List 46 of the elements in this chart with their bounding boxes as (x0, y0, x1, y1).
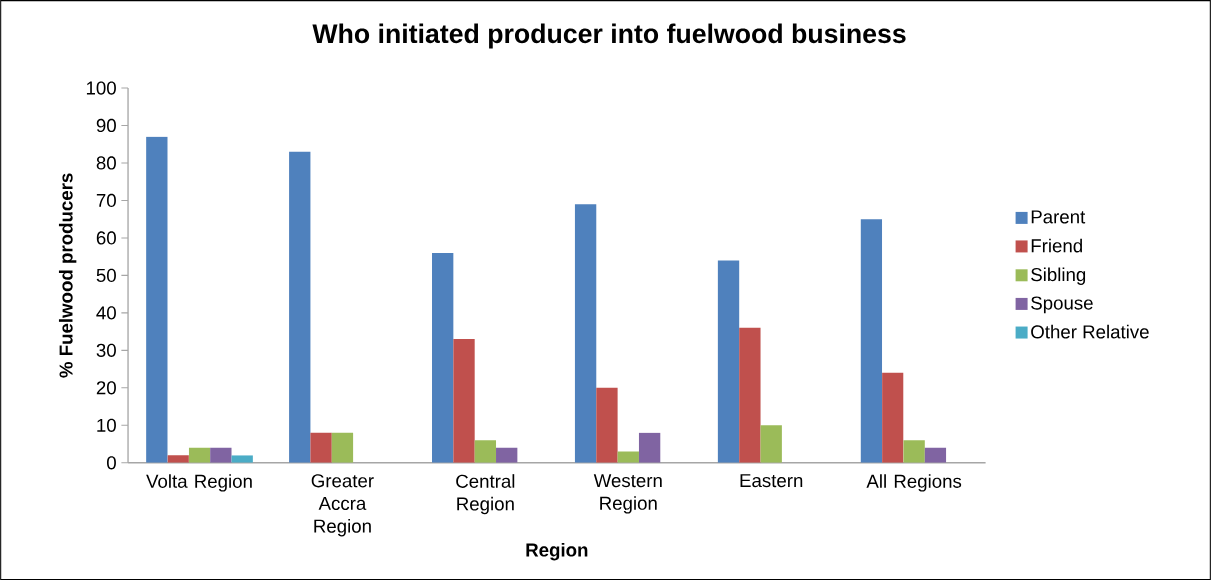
bar (453, 339, 475, 463)
bar (188, 447, 211, 463)
bar (860, 219, 883, 463)
y-tick-label: 10 (97, 418, 116, 432)
chart-title: Who initiated producer into fuelwood business (312, 23, 906, 49)
bar (310, 432, 332, 463)
y-tick-label: 60 (96, 231, 116, 245)
bar (638, 432, 661, 463)
bar (289, 151, 311, 463)
bar (596, 387, 618, 463)
x-tick-label: Greater Accra Region (311, 474, 374, 537)
y-tick-label: 80 (96, 156, 116, 170)
legend-label: Parent (1031, 210, 1086, 224)
x-tick-label: All Regions (866, 474, 962, 492)
y-axis-title: % Fuelwood producers (58, 173, 77, 378)
y-tick-label: 0 (107, 456, 116, 470)
y-tick-label: 90 (96, 118, 116, 133)
x-tick-label: Central Region (456, 474, 515, 515)
x-axis-title: Region (526, 542, 588, 561)
x-tick-label: Volta Region (146, 474, 252, 492)
bar (717, 260, 740, 463)
legend-label: Friend (1031, 238, 1082, 253)
bar (760, 425, 782, 463)
bar (474, 440, 497, 463)
bar (924, 447, 947, 463)
y-tick-label: 40 (96, 306, 116, 320)
bar (739, 327, 761, 463)
x-tick-label: Western Region (593, 474, 662, 514)
x-tick-label: Eastern (740, 474, 803, 488)
y-tick-label: 100 (86, 81, 116, 95)
bar (146, 136, 168, 463)
legend-label: Spouse (1031, 296, 1093, 314)
bar (574, 204, 597, 463)
bar (903, 440, 925, 463)
y-tick-label: 50 (96, 268, 116, 282)
y-tick-label: 20 (96, 381, 116, 395)
y-tick-label: 30 (96, 343, 116, 357)
bar (496, 447, 518, 463)
bar (167, 455, 189, 463)
bar (210, 447, 232, 463)
y-tick-label: 70 (96, 193, 116, 207)
legend-label: Sibling (1031, 267, 1086, 285)
bar (432, 252, 454, 463)
legend-label: Other Relative (1031, 324, 1149, 339)
bar (882, 372, 904, 463)
bar (331, 432, 354, 463)
